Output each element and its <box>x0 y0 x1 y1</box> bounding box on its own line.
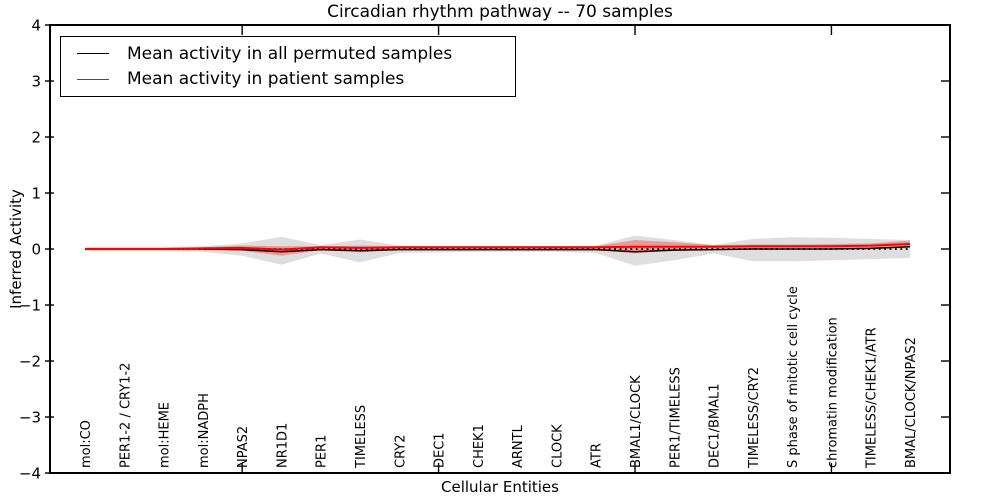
entity-label: BMAL1/CLOCK <box>629 375 644 468</box>
entity-label: S phase of mitotic cell cycle <box>786 286 801 468</box>
x-axis-label: Cellular Entities <box>441 478 559 496</box>
entity-label: CHEK1 <box>472 424 487 468</box>
y-tick-label: −4 <box>19 465 41 483</box>
entity-label: BMAL/CLOCK/NPAS2 <box>904 337 919 468</box>
y-tick-label: −2 <box>19 353 41 371</box>
entity-label: ATR <box>590 443 605 468</box>
entity-label: PER1 <box>315 435 330 468</box>
permuted-line-sample <box>77 53 109 55</box>
y-axis-label: Inferred Activity <box>7 189 25 309</box>
y-tick-label: −1 <box>19 297 41 315</box>
permuted-range-band <box>85 235 910 266</box>
entity-label: chromatin modification <box>825 317 840 468</box>
entity-label: PER1/TIMELESS <box>668 367 683 468</box>
chart-title: Circadian rhythm pathway -- 70 samples <box>327 2 673 22</box>
entity-label: CLOCK <box>550 424 565 468</box>
legend: Mean activity in all permuted samples Me… <box>60 36 516 97</box>
entity-label: ARNTL <box>511 424 526 468</box>
y-tick-label: 2 <box>31 129 41 147</box>
entity-label: DEC1 <box>433 432 448 468</box>
y-tick-label: 3 <box>31 73 41 91</box>
entity-label: TIMELESS <box>354 405 369 469</box>
y-tick-label: −3 <box>19 409 41 427</box>
legend-label: Mean activity in patient samples <box>127 69 405 90</box>
entity-label: mol:HEME <box>158 402 173 468</box>
entity-label: TIMELESS/CHEK1/ATR <box>865 327 880 469</box>
entity-label: NPAS2 <box>236 426 251 468</box>
permuted-mean-line <box>85 246 911 253</box>
entity-label: mol:CO <box>79 420 94 468</box>
y-tick-label: 0 <box>31 241 41 259</box>
entity-label: mol:NADPH <box>197 393 212 468</box>
patient-line-sample <box>77 78 109 80</box>
entity-label: TIMELESS/CRY2 <box>747 367 762 469</box>
legend-item-permuted: Mean activity in all permuted samples <box>61 41 515 67</box>
patient-mean-line <box>85 243 911 251</box>
entity-label: PER1-2 / CRY1-2 <box>118 363 133 468</box>
y-tick-label: 1 <box>31 185 41 203</box>
entity-label: NR1D1 <box>275 423 290 468</box>
legend-item-patient: Mean activity in patient samples <box>61 67 515 93</box>
y-tick-label: 4 <box>31 17 41 35</box>
legend-label: Mean activity in all permuted samples <box>127 43 453 64</box>
entity-label: DEC1/BMAL1 <box>708 384 723 469</box>
entity-label: CRY2 <box>393 435 408 469</box>
